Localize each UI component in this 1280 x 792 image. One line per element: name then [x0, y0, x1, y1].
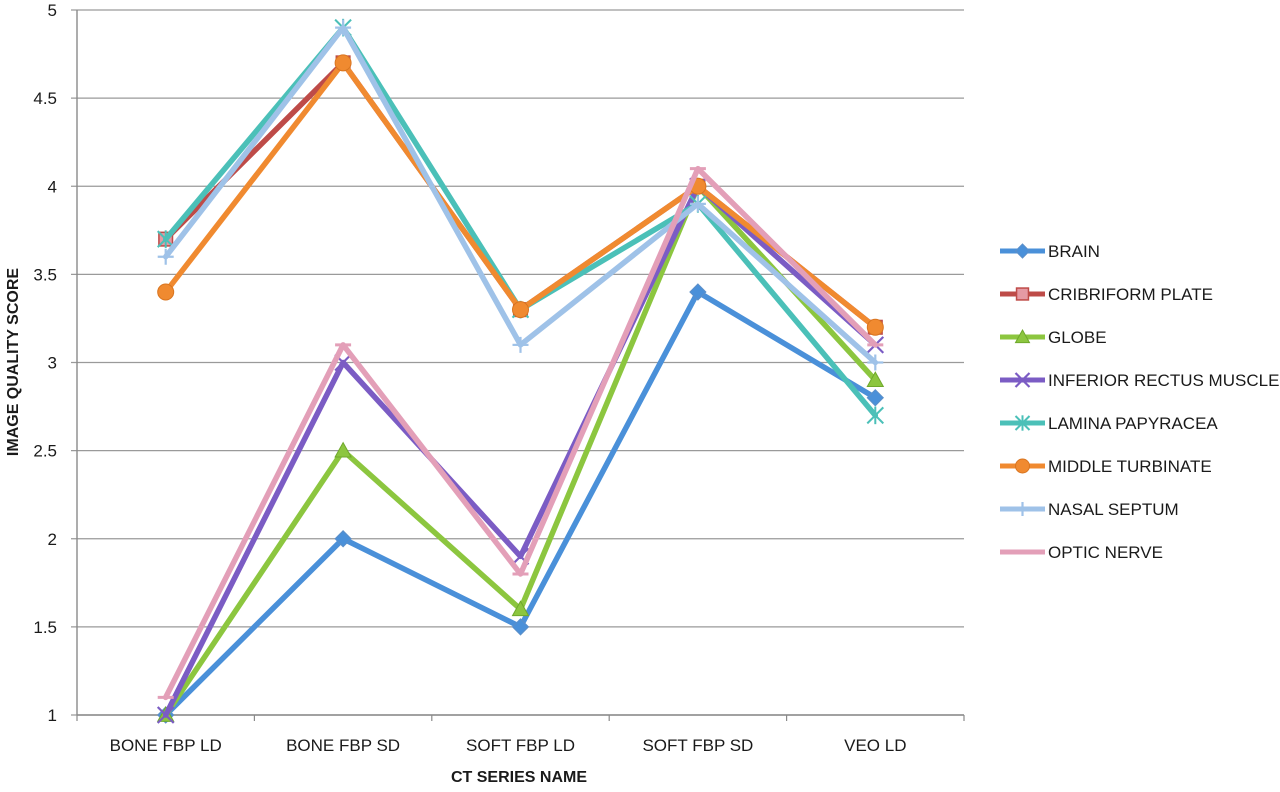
series-point: [867, 354, 884, 371]
series-point: [1014, 328, 1031, 344]
y-tick-label: 4.5: [33, 89, 57, 108]
legend-label: LAMINA PAPYRACEA: [1048, 414, 1218, 433]
legend-item: MIDDLE TURBINATE: [1000, 457, 1212, 476]
series-point: [866, 389, 885, 407]
y-tick-label: 2.5: [33, 442, 57, 461]
series-point: [1015, 502, 1030, 516]
legend-label: CRIBRIFORM PLATE: [1048, 285, 1213, 304]
series-middle-turbinate: [157, 54, 884, 336]
series-point: [157, 283, 175, 301]
series-point: [1014, 415, 1031, 431]
y-axis-title: IMAGE QUALITY SCORE: [5, 268, 22, 456]
series-point: [1014, 372, 1031, 388]
y-tick-label: 3.5: [33, 265, 57, 284]
series-lamina-papyracea: [156, 18, 885, 425]
series-point: [335, 19, 352, 36]
series-point: [334, 530, 352, 548]
marker-stroke: [1014, 372, 1031, 388]
legend-item: BRAIN: [1000, 242, 1100, 261]
series-layer: [156, 18, 885, 724]
series-point: [511, 618, 530, 636]
series-point: [157, 248, 174, 265]
series-point: [1015, 287, 1030, 301]
series-point: [156, 230, 175, 248]
marker-stroke: [156, 706, 175, 724]
series-point: [689, 195, 706, 212]
legend-label: MIDDLE TURBINATE: [1048, 457, 1212, 476]
legend-item: GLOBE: [1000, 328, 1107, 347]
series-globe: [156, 177, 885, 722]
x-tick-label: BONE FBP SD: [286, 736, 400, 755]
x-tick-label: SOFT FBP LD: [466, 736, 575, 755]
series-point: [512, 301, 529, 319]
legend: BRAIN CRIBRIFORM PLATE GLOBE INFERIOR RECTU…: [1000, 242, 1279, 562]
legend-label: OPTIC NERVE: [1048, 543, 1163, 562]
legend-label: NASAL SEPTUM: [1048, 500, 1179, 519]
x-tick-label: SOFT FBP SD: [642, 736, 753, 755]
x-axis-title: CT SERIES NAME: [451, 769, 587, 786]
legend-item: OPTIC NERVE: [1000, 543, 1163, 562]
series-point: [866, 318, 884, 336]
series-point: [156, 706, 175, 724]
legend-label: INFERIOR RECTUS MUSCLE: [1048, 371, 1279, 390]
series-point: [334, 54, 352, 72]
series-point: [512, 336, 529, 353]
marker-stroke: [334, 353, 352, 372]
y-tick-label: 4: [48, 177, 57, 196]
legend-item: INFERIOR RECTUS MUSCLE: [1000, 371, 1279, 390]
series-optic-nerve: [157, 165, 884, 701]
series-point: [334, 441, 352, 458]
series-nasal-septum: [157, 19, 884, 371]
y-tick-label: 3: [48, 354, 57, 373]
series-point: [1015, 458, 1030, 474]
legend-item: NASAL SEPTUM: [1000, 500, 1179, 519]
x-tick-label: VEO LD: [844, 736, 906, 755]
y-tick-label: 1.5: [33, 618, 57, 637]
axis-layer: 1 1.5 2 2.5 3 3.5 4 4.5 5 BONE FBP LD BONE FBP SD S…: [33, 1, 965, 755]
legend-label: BRAIN: [1048, 242, 1100, 261]
series-point: [511, 600, 530, 617]
y-tick-label: 1: [48, 706, 57, 725]
series-line: [162, 24, 879, 419]
y-tick-label: 2: [48, 530, 57, 549]
legend-item: CRIBRIFORM PLATE: [1000, 285, 1213, 304]
series-point: [689, 283, 707, 301]
legend-label: GLOBE: [1048, 328, 1107, 347]
series-point: [866, 406, 885, 425]
x-tick-label: BONE FBP LD: [110, 736, 222, 755]
legend-item: LAMINA PAPYRACEA: [1000, 414, 1218, 433]
marker-stroke: [511, 547, 530, 566]
series-point: [1014, 243, 1031, 259]
series-brain: [156, 283, 885, 724]
series-point: [866, 371, 885, 388]
y-tick-label: 5: [48, 1, 57, 20]
